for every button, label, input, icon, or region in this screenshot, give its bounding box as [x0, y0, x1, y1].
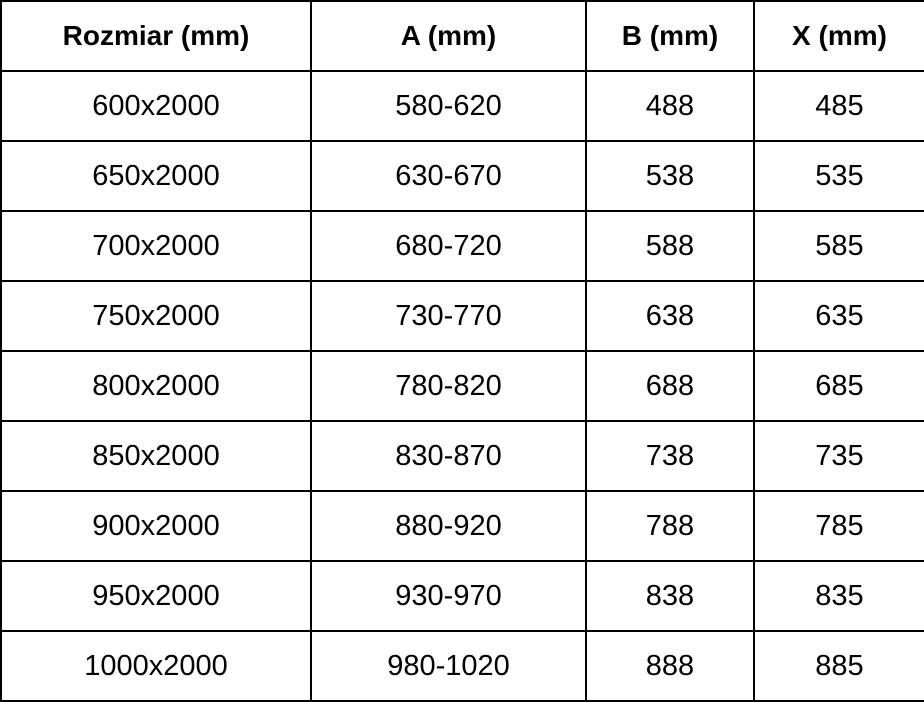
table-cell: 700x2000 — [0, 210, 312, 282]
table-cell: 830-870 — [310, 420, 587, 492]
table-cell: 1000x2000 — [0, 630, 312, 702]
table-cell: 930-970 — [310, 560, 587, 632]
table-cell: 588 — [585, 210, 755, 282]
table-cell: 535 — [753, 140, 924, 212]
table-cell: 788 — [585, 490, 755, 562]
table-cell: 630-670 — [310, 140, 587, 212]
table-row: 600x2000 580-620 488 485 — [0, 70, 924, 142]
table-cell: 600x2000 — [0, 70, 312, 142]
table-cell: 735 — [753, 420, 924, 492]
table-cell: 538 — [585, 140, 755, 212]
table-cell: 730-770 — [310, 280, 587, 352]
table-cell: 488 — [585, 70, 755, 142]
table-row: 800x2000 780-820 688 685 — [0, 350, 924, 422]
table-cell: 688 — [585, 350, 755, 422]
header-row: Rozmiar (mm) A (mm) B (mm) X (mm) — [0, 0, 924, 72]
table-cell: 885 — [753, 630, 924, 702]
table-cell: 900x2000 — [0, 490, 312, 562]
table-cell: 850x2000 — [0, 420, 312, 492]
table-row: 850x2000 830-870 738 735 — [0, 420, 924, 492]
column-header: B (mm) — [585, 0, 755, 72]
table-row: 1000x2000 980-1020 888 885 — [0, 630, 924, 702]
table-cell: 738 — [585, 420, 755, 492]
table-cell: 750x2000 — [0, 280, 312, 352]
table-cell: 880-920 — [310, 490, 587, 562]
table-cell: 638 — [585, 280, 755, 352]
table-cell: 580-620 — [310, 70, 587, 142]
table-cell: 835 — [753, 560, 924, 632]
column-header: X (mm) — [753, 0, 924, 72]
table-cell: 785 — [753, 490, 924, 562]
table-cell: 680-720 — [310, 210, 587, 282]
table-cell: 485 — [753, 70, 924, 142]
table-row: 700x2000 680-720 588 585 — [0, 210, 924, 282]
table-cell: 888 — [585, 630, 755, 702]
table-cell: 780-820 — [310, 350, 587, 422]
table-row: 900x2000 880-920 788 785 — [0, 490, 924, 562]
table-row: 950x2000 930-970 838 835 — [0, 560, 924, 632]
table-cell: 950x2000 — [0, 560, 312, 632]
column-header: A (mm) — [310, 0, 587, 72]
table-cell: 980-1020 — [310, 630, 587, 702]
column-header: Rozmiar (mm) — [0, 0, 312, 72]
table-cell: 838 — [585, 560, 755, 632]
table-cell: 635 — [753, 280, 924, 352]
table-cell: 800x2000 — [0, 350, 312, 422]
table-cell: 685 — [753, 350, 924, 422]
table-row: 750x2000 730-770 638 635 — [0, 280, 924, 352]
table-cell: 650x2000 — [0, 140, 312, 212]
table-cell: 585 — [753, 210, 924, 282]
table-row: 650x2000 630-670 538 535 — [0, 140, 924, 212]
